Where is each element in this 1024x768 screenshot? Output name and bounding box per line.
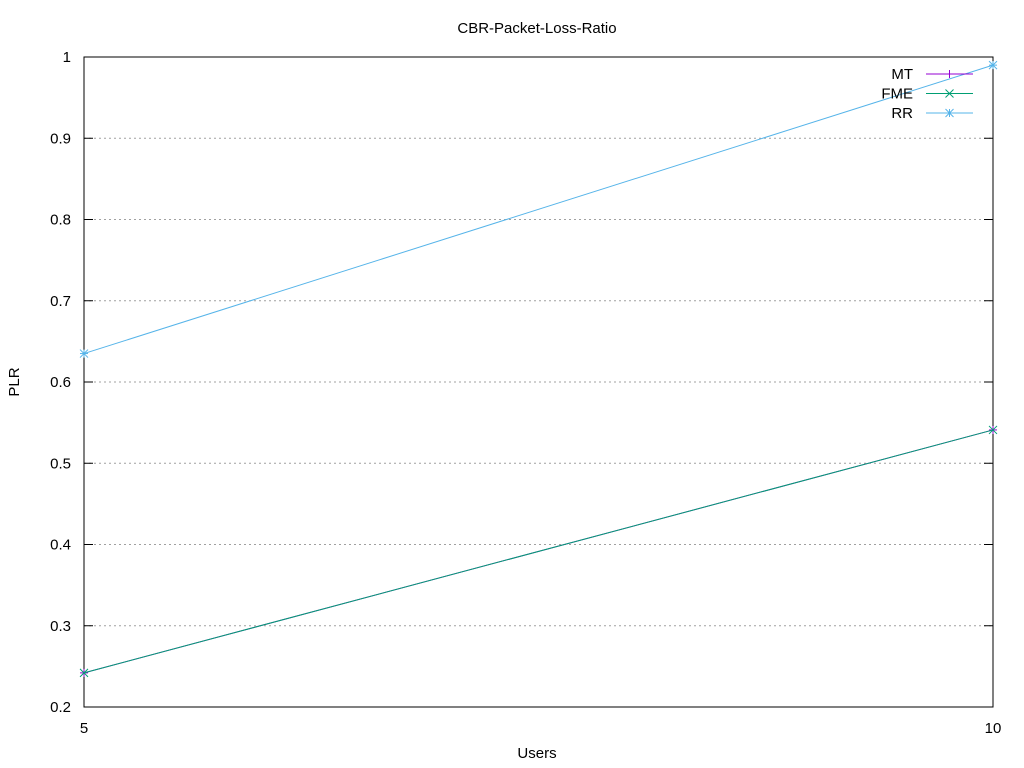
y-tick-label: 0.7: [50, 293, 71, 310]
data-point-fme-d2: [79, 668, 89, 678]
data-point-fme: [79, 668, 89, 678]
legend-label-mt: MT: [891, 66, 913, 83]
y-tick-label: 0.9: [50, 130, 71, 147]
legend-marker-fme: [945, 89, 954, 98]
y-tick-label: 0.4: [50, 537, 71, 554]
x-tick-label: 5: [80, 720, 88, 737]
y-tick-label: 0.5: [50, 455, 71, 472]
x-axis-title: Users: [517, 745, 556, 762]
y-tick-label: 0.6: [50, 374, 71, 391]
series-line-rr: [83, 64, 994, 355]
data-point-rr-d2: [79, 349, 89, 358]
legend-marker-mt: [945, 70, 954, 78]
legend-marker-rr: [945, 108, 954, 118]
legend-label-rr: RR: [891, 105, 913, 122]
data-point-rr-d2: [988, 60, 998, 70]
data-point-rr: [79, 349, 89, 358]
chart-title: CBR-Packet-Loss-Ratio: [457, 20, 616, 37]
x-tick-label: 10: [985, 720, 1002, 737]
grid-lines: [84, 137, 993, 627]
y-axis-title: PLR: [6, 367, 23, 396]
y-tick-label: 0.8: [50, 212, 71, 229]
legend-marker-rr-d2: [945, 108, 954, 118]
legend: MT FME RR: [881, 66, 973, 122]
y-tick-label: 1: [63, 49, 71, 66]
plot-frame: [83, 56, 994, 708]
legend-label-fme: FME: [881, 86, 913, 103]
data-point-fme-d2: [988, 425, 998, 435]
series-group: [79, 60, 998, 678]
data-point-rr: [988, 60, 998, 70]
data-point-fme: [988, 425, 998, 435]
axes: 0.2 0.3 0.4 0.5 0.6 0.7 0.8 0.9 1 5 10: [50, 49, 1001, 737]
legend-marker-fme-d2: [945, 89, 954, 98]
y-tick-label: 0.3: [50, 618, 71, 635]
y-tick-label: 0.2: [50, 699, 71, 716]
series-line-fme: [83, 429, 994, 674]
